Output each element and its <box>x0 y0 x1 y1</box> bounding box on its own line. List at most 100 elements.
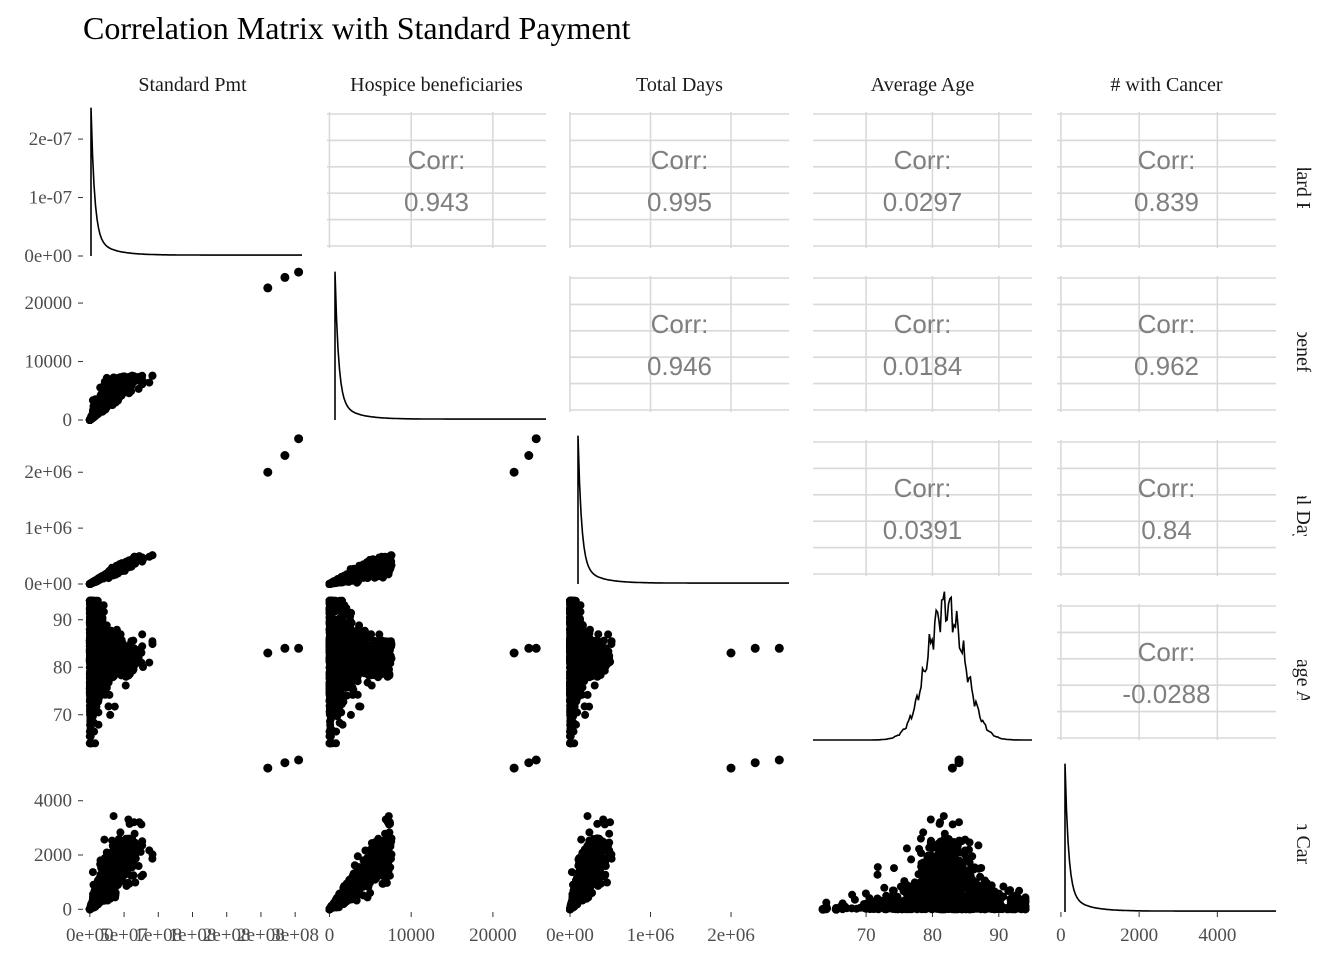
y-tick-label: 20000 <box>25 293 73 314</box>
panel-grid: Standard Pmt Hospice beneficiaries Total D… <box>24 74 1314 946</box>
strip-label-right: Standard Pmt <box>1292 126 1314 235</box>
scatter-point <box>135 552 144 561</box>
scatter-point <box>148 371 157 380</box>
scatter-point <box>145 658 154 667</box>
scatter-point <box>294 434 304 444</box>
scatter-point <box>280 272 290 282</box>
scatter-point <box>104 702 113 711</box>
scatter-point <box>119 372 128 381</box>
scatter-point <box>135 372 144 381</box>
scatter-point <box>105 690 114 699</box>
scatter-point <box>325 674 334 683</box>
scatter-point <box>92 405 101 414</box>
scatter-point <box>340 576 349 584</box>
y-tick-label: 0e+00 <box>24 246 72 267</box>
x-tick-label: 0 <box>325 925 335 946</box>
y-tick-label: 4000 <box>34 791 72 812</box>
scatter-point <box>101 632 110 641</box>
strip-label-right: Average Age <box>1292 620 1314 724</box>
scatter-point <box>367 641 376 650</box>
x-tick-label: 0e+00 <box>66 925 114 946</box>
scatter-point <box>338 720 347 729</box>
strip-label-top: Total Days <box>636 74 723 96</box>
corr-label: Corr: <box>894 473 952 503</box>
scatter-panel <box>85 596 304 748</box>
x-tick-label: 2000 <box>1120 925 1158 946</box>
scatter-point <box>325 707 334 716</box>
scatter-point <box>98 683 107 692</box>
scatter-point <box>93 675 102 684</box>
corr-value: 0.943 <box>404 187 469 217</box>
scatter-point <box>86 613 94 622</box>
scatter-point <box>119 663 128 672</box>
y-tick-label: 10000 <box>25 352 73 373</box>
scatter-point <box>325 727 334 736</box>
density-curve <box>334 271 546 420</box>
x-tick-label: 4000 <box>1198 925 1236 946</box>
scatter-point <box>325 613 334 622</box>
corr-label: Corr: <box>651 309 709 339</box>
scatter-point <box>87 414 96 423</box>
y-tick-label: 2e+06 <box>24 462 72 483</box>
scatter-point <box>354 625 363 634</box>
x-tick-label: 0 <box>1056 925 1066 946</box>
y-tick-label: 0 <box>63 410 73 431</box>
scatter-point <box>350 640 358 649</box>
x-tick-label: 3e+08 <box>271 925 319 946</box>
scatter-point <box>87 579 96 588</box>
scatter-point <box>108 641 117 650</box>
scatter-point <box>129 665 138 674</box>
y-tick-label: 0e+00 <box>24 574 72 595</box>
scatter-point <box>103 381 112 390</box>
scatter-point <box>106 710 115 719</box>
strip-label-top: Average Age <box>871 74 975 96</box>
scatter-point <box>387 551 396 560</box>
scatter-point <box>91 625 100 634</box>
scatter-point <box>355 702 364 711</box>
scatter-point <box>87 696 96 705</box>
scatter-point <box>374 660 383 669</box>
scatter-point <box>332 739 340 748</box>
scatter-point <box>111 633 120 641</box>
scatter-point <box>85 674 94 683</box>
chart-title: Correlation Matrix with Standard Payment <box>83 10 631 46</box>
scatter-point <box>103 399 111 408</box>
scatter-point <box>375 553 384 562</box>
y-tick-label: 2e-07 <box>29 129 72 150</box>
strip-label-top: # with Cancer <box>1110 74 1223 96</box>
y-tick-label: 1e-07 <box>29 188 72 209</box>
x-tick-label: 2e+08 <box>237 925 285 946</box>
scatter-point <box>103 569 111 578</box>
x-tick-label: 0e+00 <box>546 925 594 946</box>
scatter-point <box>92 654 101 662</box>
y-tick-label: 90 <box>53 610 72 631</box>
x-tick-label: 80 <box>923 925 942 946</box>
scatter-point <box>113 385 122 394</box>
scatter-point <box>331 625 340 634</box>
x-tick-label: 5e+07 <box>100 925 148 946</box>
strip-label-top: Standard Pmt <box>138 74 247 96</box>
scatter-panel <box>566 596 784 748</box>
scatter-point <box>384 657 393 666</box>
x-tick-label: 1e+08 <box>134 925 182 946</box>
scatter-point <box>327 579 336 588</box>
scatter-point <box>387 640 396 649</box>
scatter-panel <box>325 596 541 748</box>
density-curve <box>577 435 789 584</box>
scatter-point <box>359 664 368 673</box>
scatter-point <box>86 601 95 610</box>
x-tick-label: 1e+08 <box>169 925 217 946</box>
scatter-point <box>348 659 357 668</box>
scatter-point <box>346 632 355 641</box>
density-curve <box>90 107 302 256</box>
scatter-point <box>333 712 342 721</box>
scatter-point <box>590 681 599 690</box>
scatter-point <box>385 665 393 674</box>
scatter-point <box>148 640 157 649</box>
scatter-point <box>129 559 138 568</box>
corr-label: Corr: <box>1138 309 1196 339</box>
scatter-point <box>129 373 138 382</box>
x-tick-label: 10000 <box>387 925 435 946</box>
y-tick-label: 70 <box>53 705 72 726</box>
